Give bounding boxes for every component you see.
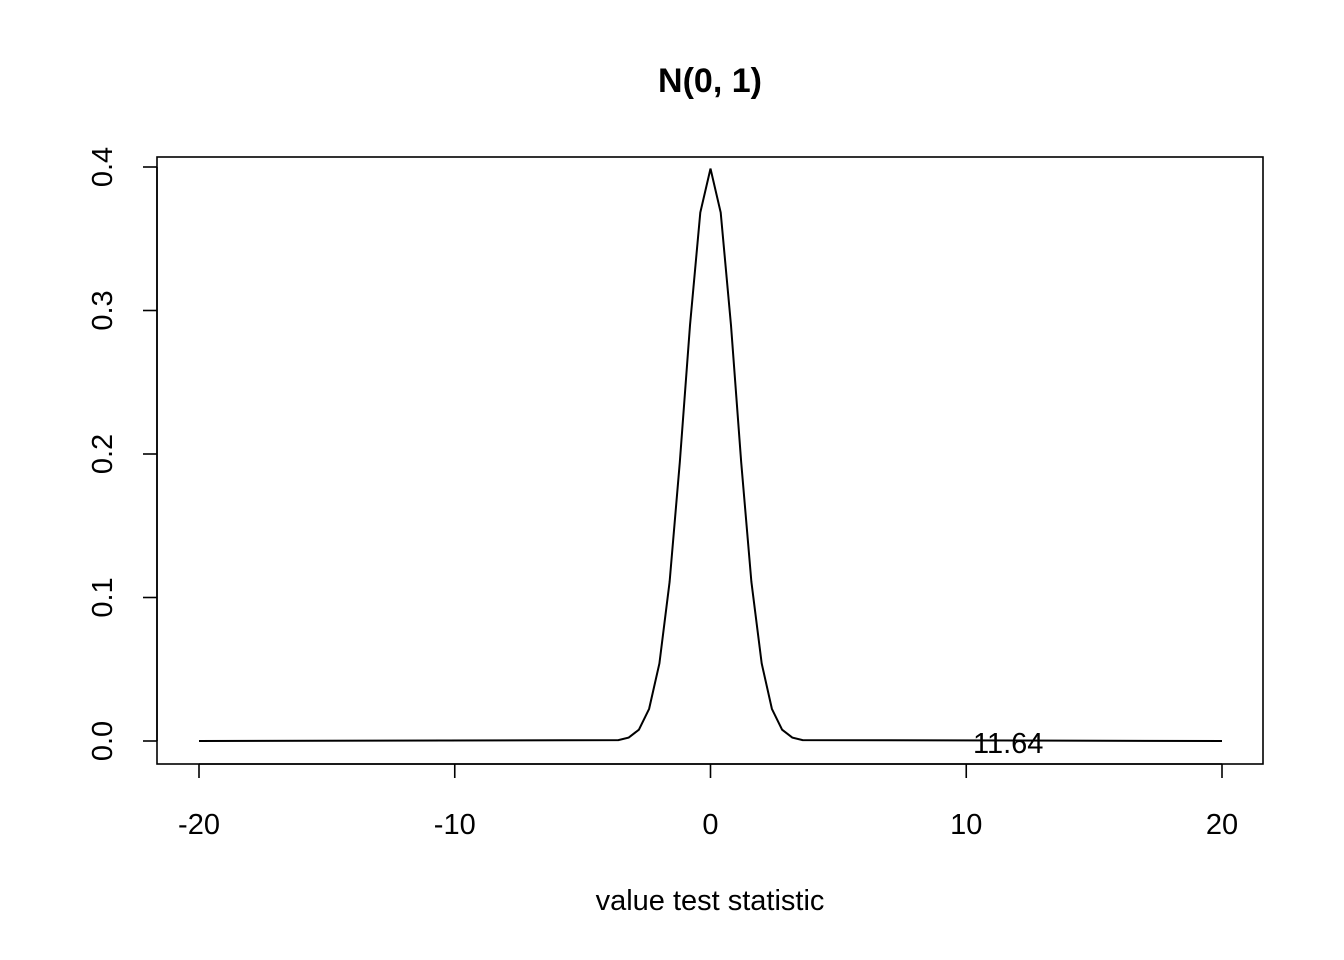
density-curve — [198, 168, 1223, 742]
y-tick-label: 0.1 — [87, 577, 119, 617]
y-tick-label: 0.2 — [87, 434, 119, 474]
statistic-annotation: 11.64 — [973, 728, 1043, 760]
x-axis: -20 -10 0 10 20 — [178, 763, 1238, 841]
y-axis: 0.0 0.1 0.2 0.3 0.4 — [87, 147, 158, 761]
y-tick-label: 0.0 — [87, 721, 119, 761]
x-axis-label: value test statistic — [596, 885, 825, 917]
x-tick-label: 20 — [1206, 809, 1238, 841]
x-tick-label: 0 — [702, 809, 718, 841]
chart-title: N(0, 1) — [658, 62, 762, 100]
series-layer — [198, 168, 1223, 742]
plot-frame — [156, 156, 1264, 765]
x-tick-label: 10 — [950, 809, 982, 841]
annotation-layer: 11.64 — [973, 728, 1043, 760]
y-tick-label: 0.3 — [87, 290, 119, 330]
x-tick-label: -20 — [178, 809, 220, 841]
x-tick-label: -10 — [434, 809, 476, 841]
y-tick-label: 0.4 — [87, 147, 119, 187]
